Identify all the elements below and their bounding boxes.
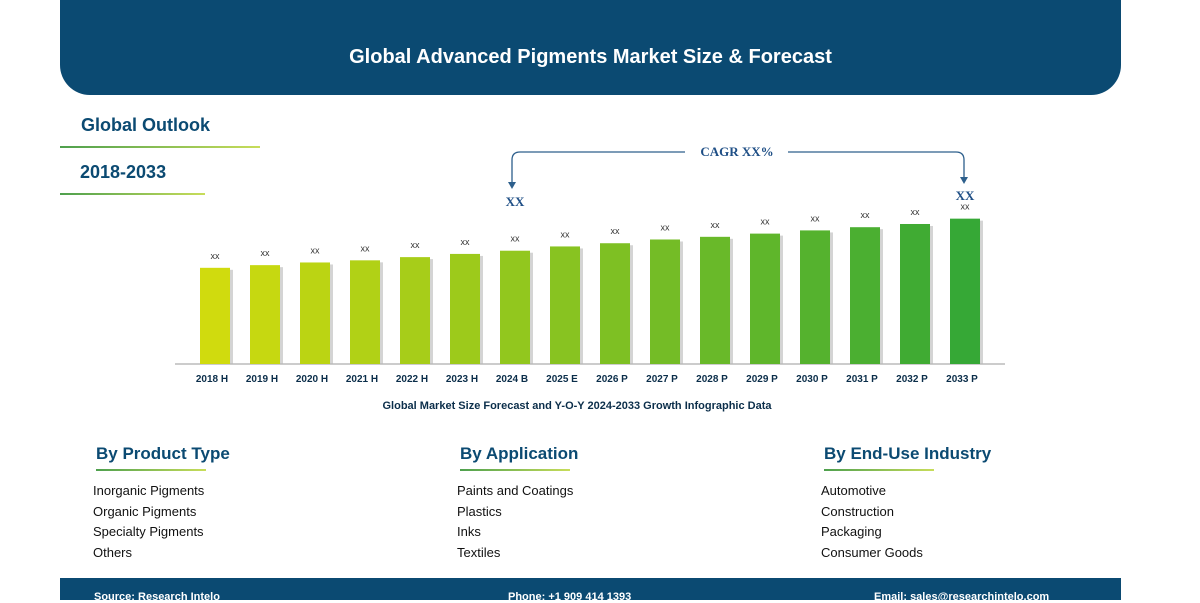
- bar: [200, 267, 230, 364]
- list-item: Inorganic Pigments: [93, 483, 205, 498]
- bar: [950, 218, 980, 364]
- data-label: xx: [711, 220, 721, 230]
- footer-bar: Source: Research Intelo Phone: +1 909 41…: [60, 578, 1121, 603]
- bar: [600, 243, 630, 364]
- x-tick-label: 2030 P: [796, 374, 828, 385]
- list-item: Automotive: [821, 483, 887, 498]
- data-label: xx: [211, 251, 221, 261]
- product-type-divider: [96, 469, 206, 471]
- application-divider: [460, 469, 570, 471]
- x-tick-label: 2026 P: [596, 374, 628, 385]
- product-type-section: By Product Type Inorganic Pigments Organ…: [93, 444, 230, 563]
- x-tick-label: 2032 P: [896, 374, 928, 385]
- list-item: Inks: [457, 524, 481, 539]
- bar: [850, 227, 880, 364]
- list-item: Plastics: [457, 503, 502, 519]
- list-item: Consumer Goods: [821, 544, 923, 560]
- footer-source: Source: Research Intelo: [94, 591, 220, 603]
- cagr-label: CAGR XX%: [700, 144, 773, 159]
- x-tick-label: 2033 P: [946, 374, 978, 385]
- data-label: xx: [511, 234, 521, 244]
- list-item: Packaging: [821, 524, 882, 539]
- x-tick-label: 2027 P: [646, 374, 678, 385]
- x-tick-label: 2022 H: [396, 374, 428, 385]
- bar: [450, 253, 480, 364]
- bar: [700, 236, 730, 364]
- cagr-bracket-right: [788, 151, 965, 180]
- end-marker: XX: [956, 188, 975, 203]
- data-label: xx: [411, 240, 421, 250]
- start-marker: XX: [506, 194, 525, 209]
- data-label: xx: [761, 217, 771, 227]
- outlook-years: 2018-2033: [80, 162, 167, 182]
- bar: [550, 246, 580, 364]
- data-label: xx: [361, 243, 371, 253]
- application-title: By Application: [460, 444, 579, 463]
- chart-caption: Global Market Size Forecast and Y-O-Y 20…: [383, 400, 773, 412]
- bar: [900, 223, 930, 364]
- list-item: Others: [93, 544, 133, 560]
- x-tick-label: 2028 P: [696, 374, 728, 385]
- bar: [750, 233, 780, 364]
- outlook-divider: [60, 146, 260, 148]
- end-use-title: By End-Use Industry: [824, 444, 992, 463]
- data-label: xx: [461, 237, 471, 247]
- data-label: xx: [911, 207, 921, 217]
- page-title: Global Advanced Pigments Market Size & F…: [349, 46, 832, 68]
- list-item: Construction: [821, 503, 894, 519]
- bar: [350, 260, 380, 364]
- data-label: xx: [561, 229, 571, 239]
- market-size-chart: xx 2018 H xx 2019 H xx 2020 H xx 2021 H xx 2022 H…: [175, 144, 1005, 412]
- data-label: xx: [961, 202, 971, 212]
- bar: [800, 230, 830, 364]
- end-use-divider: [824, 469, 934, 471]
- footer-email[interactable]: Email: sales@researchintelo.com: [874, 591, 1050, 603]
- data-label: xx: [311, 245, 321, 255]
- data-label: xx: [811, 213, 821, 223]
- header-banner: Global Advanced Pigments Market Size & F…: [60, 0, 1121, 95]
- x-tick-label: 2025 E: [546, 374, 578, 385]
- bar: [400, 257, 430, 364]
- x-tick-label: 2029 P: [746, 374, 778, 385]
- list-item: Specialty Pigments: [93, 524, 204, 539]
- list-item: Textiles: [457, 544, 501, 560]
- x-tick-label: 2019 H: [246, 374, 278, 385]
- x-tick-label: 2021 H: [346, 374, 378, 385]
- list-item: Organic Pigments: [93, 503, 197, 519]
- application-section: By Application Paints and Coatings Plast…: [457, 444, 579, 563]
- data-label: xx: [261, 248, 271, 258]
- x-tick-label: 2023 H: [446, 374, 478, 385]
- data-label: xx: [661, 222, 671, 232]
- outlook-label: Global Outlook: [81, 115, 210, 135]
- x-tick-label: 2020 H: [296, 374, 328, 385]
- end-use-section: By End-Use Industry Automotive Construct…: [821, 444, 992, 563]
- footer-phone: Phone: +1 909 414 1393: [508, 591, 632, 603]
- x-tick-label: 2031 P: [846, 374, 878, 385]
- list-item: Paints and Coatings: [457, 483, 574, 498]
- cagr-arrow-end: [960, 177, 968, 184]
- bar: [650, 239, 680, 364]
- x-tick-label: 2024 B: [496, 374, 528, 385]
- bar: [250, 265, 280, 364]
- data-label: xx: [861, 210, 871, 220]
- x-tick-label: 2018 H: [196, 374, 228, 385]
- years-divider: [60, 193, 205, 195]
- product-type-title: By Product Type: [96, 444, 230, 463]
- bar: [300, 262, 330, 364]
- cagr-bracket-left: [511, 151, 685, 186]
- data-label: xx: [611, 226, 621, 236]
- bar: [500, 250, 530, 364]
- cagr-arrow-start: [508, 182, 516, 189]
